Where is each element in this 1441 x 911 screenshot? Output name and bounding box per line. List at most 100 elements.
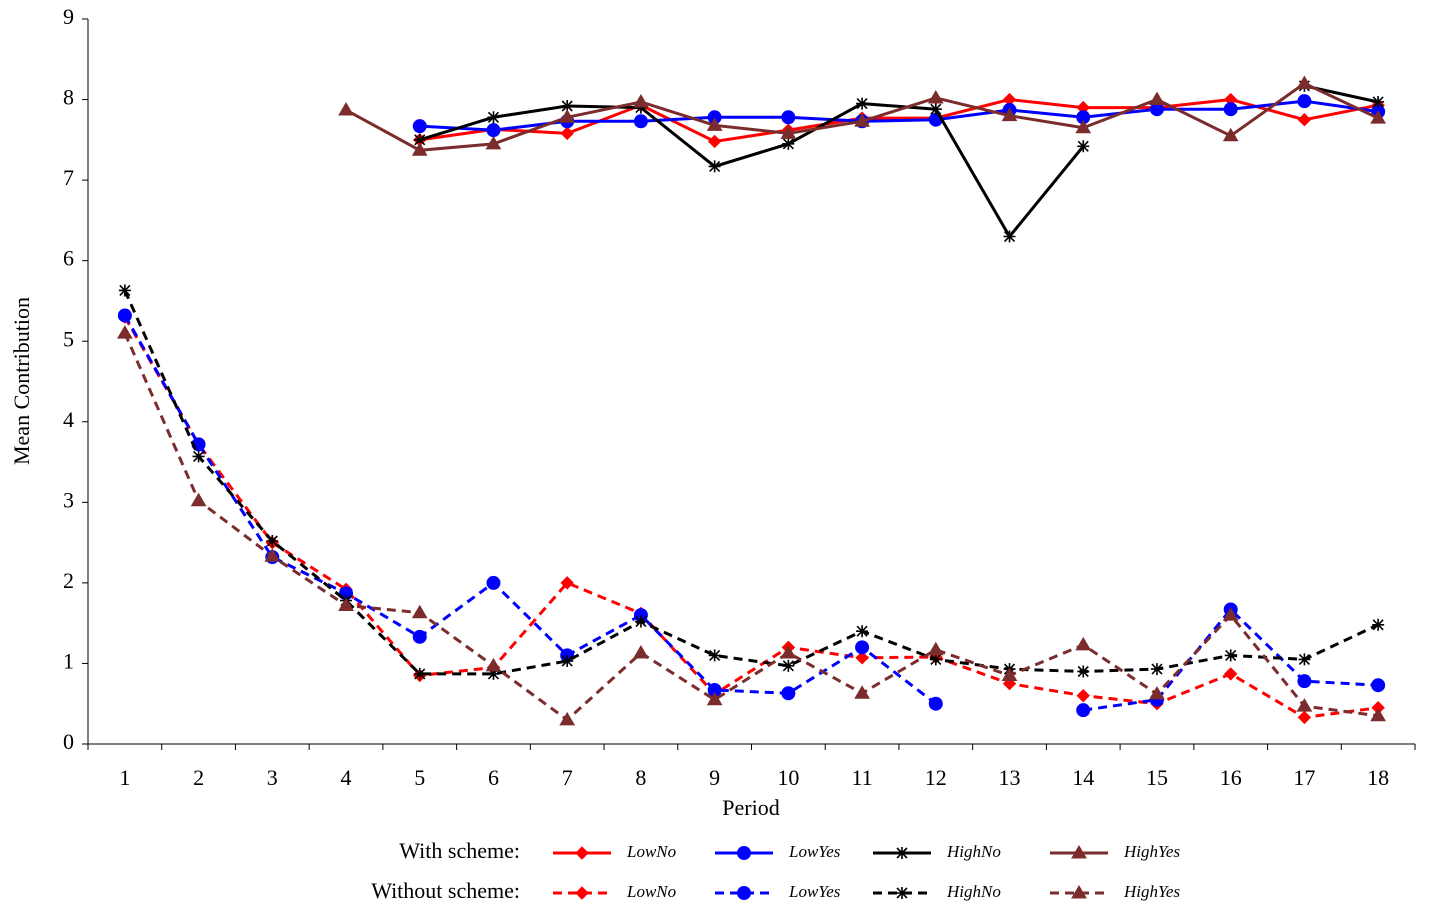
- marker: [1297, 94, 1312, 109]
- marker: [855, 651, 869, 665]
- marker: [1222, 607, 1239, 621]
- marker: [1296, 698, 1313, 712]
- x-tick-label: 11: [851, 765, 872, 790]
- x-tick-label: 1: [119, 765, 130, 790]
- marker: [854, 685, 870, 699]
- marker: [117, 308, 132, 323]
- marker: [708, 649, 721, 662]
- marker: [412, 629, 427, 644]
- x-tick-label: 12: [925, 765, 947, 790]
- marker: [633, 93, 649, 108]
- x-axis-label: Period: [722, 795, 779, 820]
- marker: [266, 535, 279, 547]
- marker: [1297, 710, 1312, 725]
- marker: [1077, 665, 1090, 678]
- marker: [927, 89, 944, 104]
- marker: [634, 101, 647, 114]
- marker: [487, 667, 500, 680]
- marker: [706, 117, 723, 131]
- legend-label: HighYes: [1123, 882, 1180, 901]
- series-line: [419, 99, 1379, 132]
- marker: [1372, 95, 1385, 108]
- x-tick-label: 13: [999, 765, 1021, 790]
- y-tick-label: 5: [63, 326, 74, 351]
- marker: [487, 111, 500, 124]
- series-line: [419, 102, 1085, 240]
- marker: [780, 125, 797, 139]
- series: [338, 75, 1387, 156]
- x-tick-label: 5: [414, 765, 425, 790]
- marker: [1370, 110, 1387, 124]
- y-tick-label: 9: [63, 4, 74, 29]
- y-axis-label: Mean Contribution: [9, 297, 34, 465]
- marker: [854, 113, 870, 127]
- marker: [560, 576, 574, 590]
- marker: [927, 641, 944, 656]
- marker: [1297, 112, 1312, 127]
- y-tick-label: 2: [63, 568, 74, 593]
- x-tick-label: 7: [562, 765, 573, 790]
- marker: [264, 548, 281, 562]
- marker: [896, 847, 908, 859]
- marker: [1077, 140, 1090, 153]
- marker: [192, 450, 205, 463]
- legend-label: LowNo: [626, 842, 676, 861]
- marker: [708, 160, 721, 173]
- y-tick-label: 1: [63, 648, 74, 673]
- marker: [338, 597, 354, 611]
- y-tick-label: 7: [63, 165, 74, 190]
- marker: [575, 846, 589, 860]
- marker: [781, 110, 796, 125]
- marker: [1372, 618, 1385, 631]
- x-tick-label: 17: [1293, 765, 1315, 790]
- marker: [1076, 703, 1091, 718]
- legend-label: LowNo: [626, 882, 676, 901]
- x-tick-label: 16: [1220, 765, 1242, 790]
- series: [116, 325, 1387, 726]
- marker: [338, 102, 354, 116]
- marker: [1076, 688, 1090, 703]
- x-tick-label: 14: [1072, 765, 1094, 790]
- marker: [561, 100, 574, 112]
- marker: [412, 119, 427, 134]
- marker: [1150, 663, 1163, 676]
- marker: [561, 655, 574, 668]
- marker: [706, 691, 723, 706]
- x-tick-label: 15: [1146, 765, 1168, 790]
- marker: [118, 284, 131, 297]
- marker: [1298, 653, 1311, 666]
- marker: [413, 667, 426, 680]
- marker: [1071, 845, 1087, 859]
- marker: [781, 686, 796, 701]
- marker: [1223, 667, 1238, 681]
- marker: [485, 135, 502, 150]
- series-line: [123, 314, 937, 705]
- x-tick-label: 8: [635, 765, 646, 790]
- legend-label: LowYes: [788, 882, 841, 901]
- y-tick-label: 6: [63, 246, 74, 271]
- y-tick-label: 4: [63, 407, 74, 432]
- marker: [413, 133, 426, 146]
- marker: [486, 575, 501, 590]
- x-tick-label: 2: [193, 765, 204, 790]
- legend-group-label: Without scheme:: [371, 878, 520, 903]
- marker: [929, 103, 942, 116]
- marker: [737, 886, 751, 900]
- legend-label: HighNo: [946, 842, 1001, 861]
- marker: [1149, 91, 1165, 106]
- series-line: [1083, 607, 1379, 712]
- marker: [782, 137, 795, 150]
- marker: [929, 653, 942, 666]
- x-tick-label: 6: [488, 765, 499, 790]
- marker: [1370, 707, 1387, 722]
- legend-group-label: With scheme:: [399, 838, 520, 863]
- marker: [896, 887, 908, 899]
- series-line: [419, 98, 1379, 143]
- marker: [1296, 75, 1313, 89]
- marker: [1222, 127, 1239, 142]
- marker: [1371, 678, 1386, 693]
- marker: [190, 492, 207, 507]
- marker: [1075, 119, 1092, 134]
- y-tick-label: 3: [63, 487, 74, 512]
